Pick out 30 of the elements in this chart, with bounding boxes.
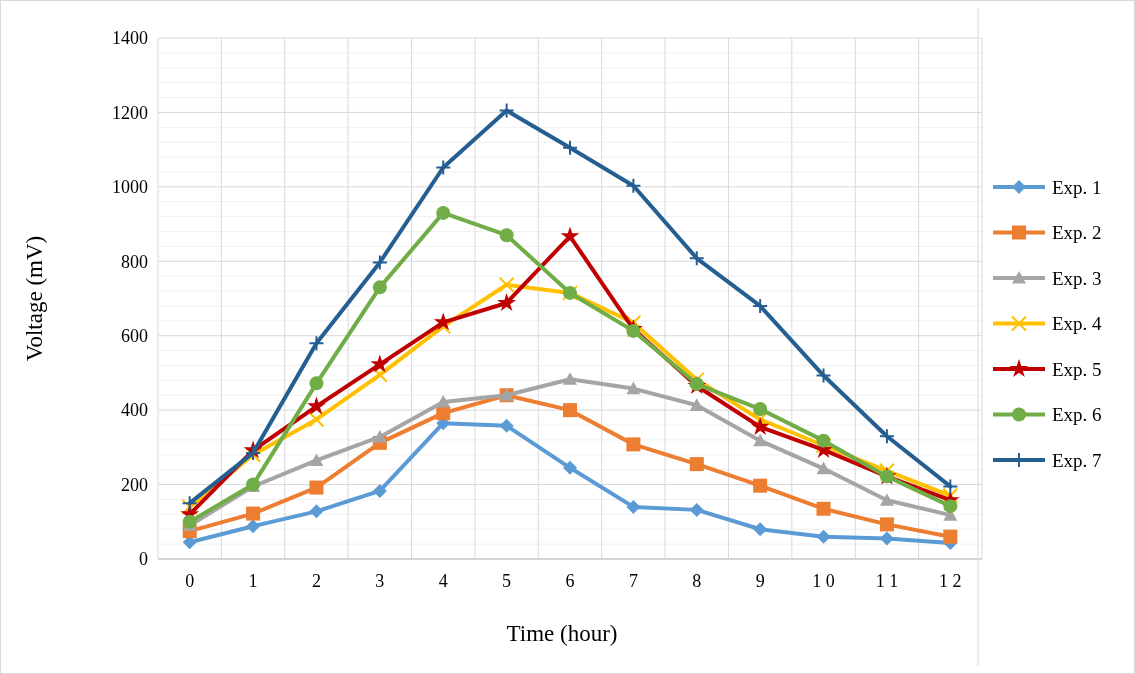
y-tick-label: 0	[139, 549, 148, 570]
y-axis-title: Voltage (mV)	[22, 235, 47, 362]
y-tick-label: 800	[121, 251, 148, 272]
legend-label: Exp. 5	[1052, 358, 1102, 380]
legend-label: Exp. 4	[1052, 313, 1103, 335]
legend-label: Exp. 3	[1052, 267, 1102, 289]
y-tick-label: 600	[121, 326, 148, 347]
x-axis-title: Time (hour)	[506, 621, 618, 646]
x-tick-label: 6	[565, 571, 575, 591]
x-tick-label: 5	[502, 571, 512, 591]
x-tick-label: 1 0	[812, 571, 835, 591]
x-tick-label: 4	[438, 571, 448, 591]
x-tick-label: 7	[628, 571, 638, 591]
legend-label: Exp. 7	[1052, 449, 1102, 471]
x-tick-label: 1	[248, 571, 258, 591]
y-tick-label: 1400	[112, 28, 148, 49]
y-tick-label: 400	[121, 400, 148, 421]
y-tick-label: 1000	[112, 177, 148, 198]
legend-label: Exp. 2	[1052, 222, 1102, 244]
x-tick-label: 2	[311, 571, 321, 591]
legend-label: Exp. 6	[1052, 404, 1102, 426]
x-tick-label: 1 1	[875, 571, 899, 591]
x-tick-label: 3	[375, 571, 385, 591]
x-tick-label: 0	[185, 571, 195, 591]
y-tick-label: 200	[121, 474, 148, 495]
y-tick-label: 1200	[112, 102, 148, 123]
legend-label: Exp. 1	[1052, 176, 1102, 198]
x-tick-label: 9	[755, 571, 765, 591]
x-tick-label: 1 2	[939, 571, 962, 591]
x-tick-label: 8	[692, 571, 702, 591]
